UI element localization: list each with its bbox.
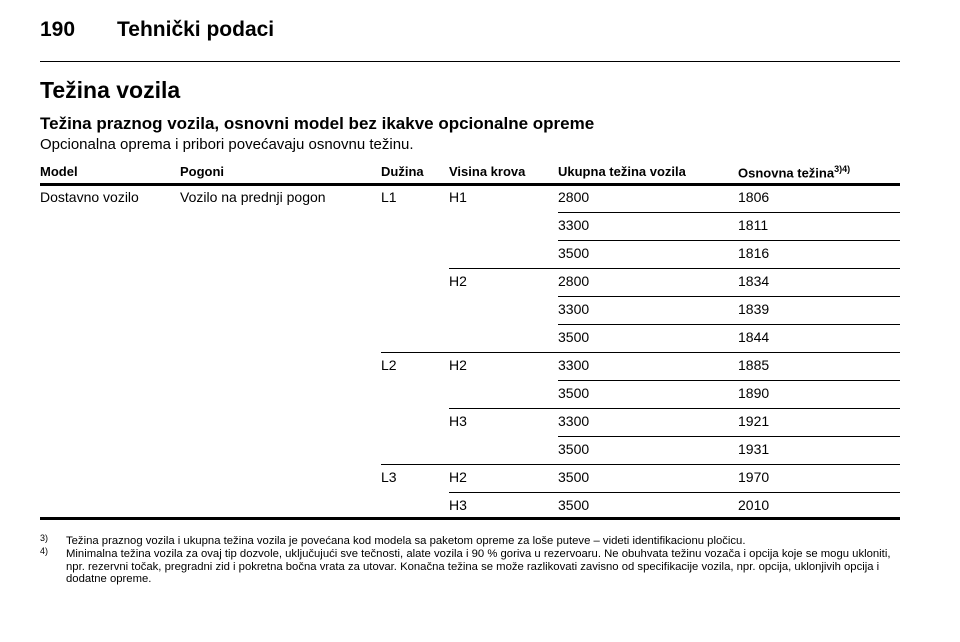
table-cell: 3300: [558, 301, 590, 317]
footnote-text: Minimalna težina vozila za ovaj tip dozv…: [66, 548, 891, 585]
table-cell: 1844: [738, 329, 770, 345]
section-title: Tehnički podaci: [117, 18, 275, 41]
table-cell: 1885: [738, 357, 770, 373]
table-cell: 3300: [558, 413, 590, 429]
table-cell: 3500: [558, 441, 590, 457]
table-cell: 3500: [558, 497, 590, 513]
table-cell: 2010: [738, 497, 770, 513]
table-cell: 1811: [738, 217, 769, 233]
page-number: 190: [40, 18, 76, 41]
row-rule: [558, 240, 900, 241]
row-rule: [558, 436, 900, 437]
footnote-marker: 3): [40, 533, 49, 543]
table-cell: 3300: [558, 357, 590, 373]
row-rule: [558, 324, 900, 325]
table-cell: 1890: [738, 385, 770, 401]
row-rule: [381, 352, 900, 353]
column-header: Osnovna težina3)4): [738, 164, 850, 180]
row-rule: [381, 464, 900, 465]
column-header: Model: [40, 164, 78, 179]
footnote-ref: 3)4): [834, 164, 851, 174]
table-cell: L2: [381, 357, 397, 373]
table-cell: L1: [381, 189, 397, 205]
table-cell: 1921: [738, 413, 770, 429]
row-rule: [558, 380, 900, 381]
table-cell: 1931: [738, 441, 770, 457]
table-cell: 3500: [558, 245, 590, 261]
table-cell: Dostavno vozilo: [40, 189, 139, 205]
footnote-text: Težina praznog vozila i ukupna težina vo…: [66, 535, 746, 547]
header-rule: [40, 61, 900, 62]
column-header: Visina krova: [449, 164, 525, 179]
row-rule: [449, 408, 900, 409]
table-cell: 3500: [558, 385, 590, 401]
column-header-text: Osnovna težina: [738, 165, 835, 181]
description: Opcionalna oprema i pribori povećavaju o…: [40, 136, 414, 153]
header-rule: [40, 183, 900, 186]
footnote: 3) Težina praznog vozila i ukupna težina …: [40, 533, 905, 548]
row-rule: [558, 212, 900, 213]
table-cell: 1816: [738, 245, 770, 261]
table-cell: 2800: [558, 273, 590, 289]
table-cell: H2: [449, 469, 467, 485]
table-cell: 1970: [738, 469, 770, 485]
column-header-text: Model: [40, 164, 78, 179]
column-header: Dužina: [381, 164, 424, 179]
table-cell: 1834: [738, 273, 770, 289]
column-header-text: Visina krova: [449, 164, 526, 179]
table-cell: H2: [449, 357, 467, 373]
table-cell: 2800: [558, 189, 590, 205]
table-cell: H3: [449, 413, 467, 429]
title: Težina vozila: [40, 77, 181, 103]
table-cell: 3500: [558, 469, 590, 485]
column-header-text: Dužina: [381, 164, 424, 179]
footnote: 4) Minimalna težina vozila za ovaj tip do…: [40, 546, 905, 586]
table-cell: H1: [449, 189, 467, 205]
table-cell: L3: [381, 469, 397, 485]
table-cell: H3: [449, 497, 467, 513]
table-cell: 1806: [738, 189, 770, 205]
column-header-text: Ukupna težina vozila: [558, 164, 686, 179]
table-bottom-rule: [40, 517, 900, 520]
table-cell: Vozilo na prednji pogon: [180, 189, 326, 205]
table-cell: 3300: [558, 217, 590, 233]
subtitle: Težina praznog vozila, osnovni model bez…: [40, 114, 595, 133]
column-header: Ukupna težina vozila: [558, 164, 686, 179]
table-cell: 1839: [738, 301, 770, 317]
table-cell: H2: [449, 273, 467, 289]
row-rule: [449, 268, 900, 269]
column-header: Pogoni: [180, 164, 224, 179]
row-rule: [558, 296, 900, 297]
column-header-text: Pogoni: [180, 164, 225, 179]
table-cell: 3500: [558, 329, 590, 345]
row-rule: [449, 492, 900, 493]
footnote-marker: 4): [40, 546, 49, 556]
